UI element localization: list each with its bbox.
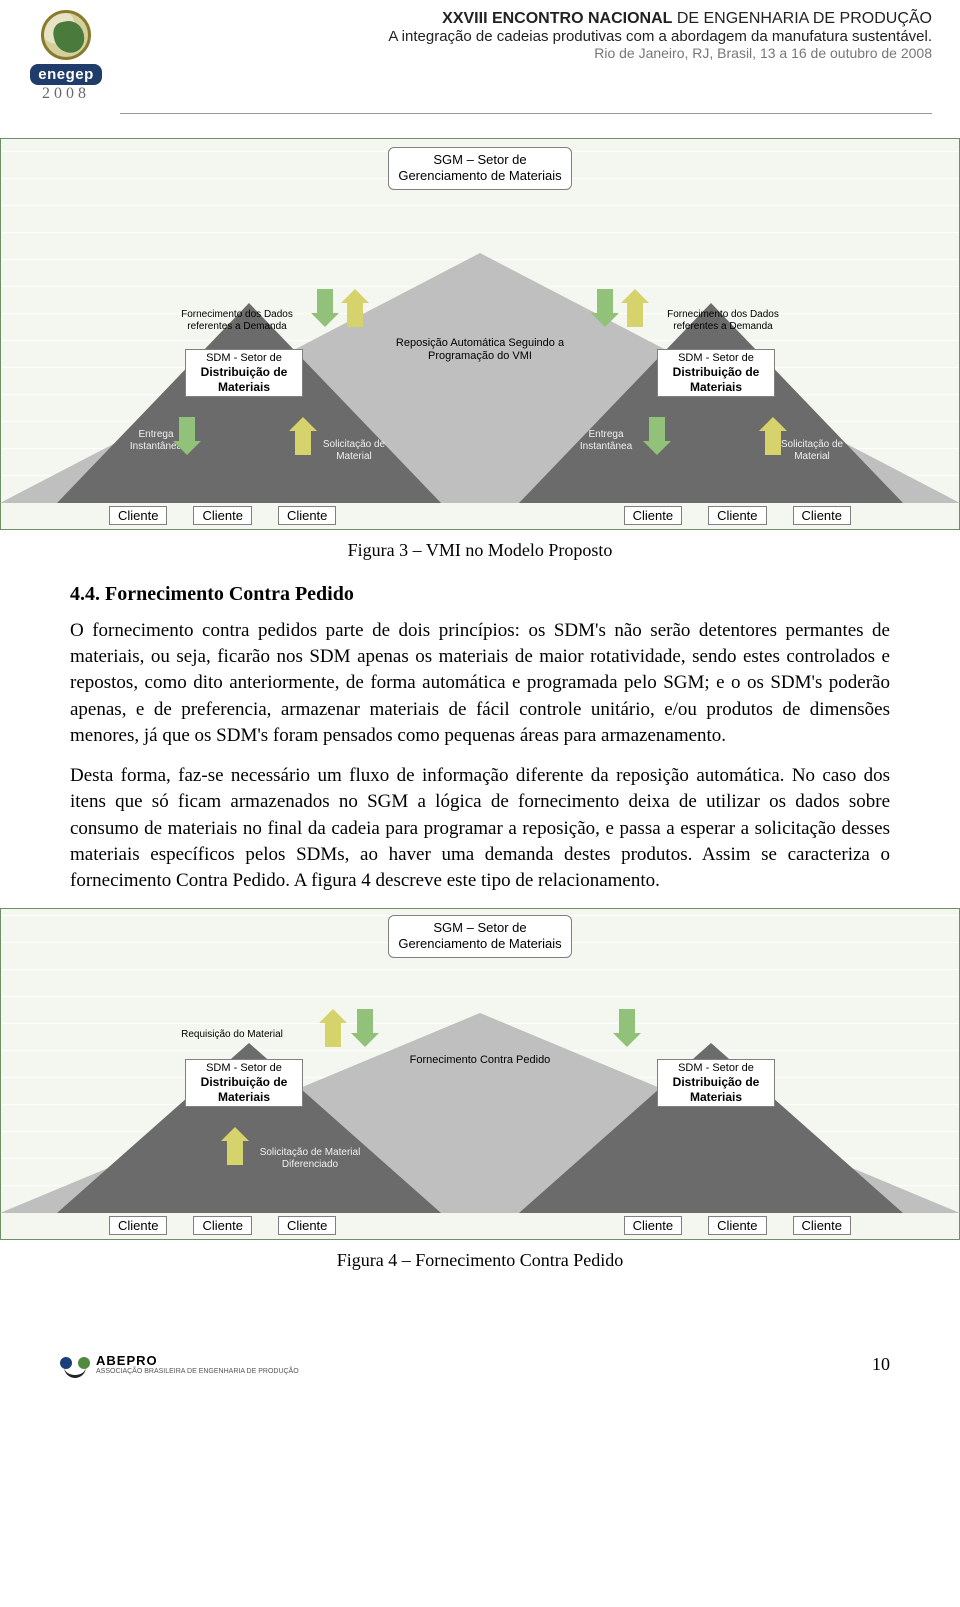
sdm-title-b-left: Distribuição de Materiais — [190, 1075, 298, 1104]
globe-icon — [41, 10, 91, 60]
client-box: Cliente — [708, 506, 766, 525]
header-line2: A integração de cadeias produtivas com a… — [124, 28, 932, 45]
sdm-title-a-right: SDM - Setor de — [662, 352, 770, 365]
paragraph-1: O fornecimento contra pedidos parte de d… — [70, 618, 890, 749]
page-footer: ABEPRO ASSOCIAÇÃO BRASILEIRA DE ENGENHAR… — [0, 1293, 960, 1393]
clients-right: Cliente Cliente Cliente — [624, 506, 851, 525]
enegep-logo: enegep 2008 — [18, 10, 114, 103]
page-header: enegep 2008 XXVIII ENCONTRO NACIONAL DE … — [0, 0, 960, 109]
client-box: Cliente — [193, 1216, 251, 1235]
header-rule — [120, 113, 932, 114]
sdm-caption-left: Fornecimento dos Dados referentes a Dema… — [177, 309, 297, 332]
clients-left: Cliente Cliente Cliente — [109, 506, 336, 525]
abepro-sub: ASSOCIAÇÃO BRASILEIRA DE ENGENHARIA DE P… — [96, 1368, 299, 1375]
sdm-box-left: SDM - Setor de Distribuição de Materiais — [185, 349, 303, 397]
client-box: Cliente — [793, 1216, 851, 1235]
arrow-entrega-left — [173, 417, 201, 455]
arrow-solicit-left — [289, 417, 317, 455]
sdm-box-left: SDM - Setor de Distribuição de Materiais — [185, 1059, 303, 1107]
client-box: Cliente — [109, 506, 167, 525]
enegep-wordmark: enegep — [30, 64, 102, 85]
entrega-right: Entrega Instantânea — [571, 429, 641, 452]
clients-right: Cliente Cliente Cliente — [624, 1216, 851, 1235]
sdm-caption-right: Fornecimento dos Dados referentes a Dema… — [663, 309, 783, 332]
header-text: XXVIII ENCONTRO NACIONAL DE ENGENHARIA D… — [124, 10, 932, 61]
clients-left: Cliente Cliente Cliente — [109, 1216, 336, 1235]
page-number: 10 — [872, 1354, 890, 1375]
sdm-title-b-right: Distribuição de Materiais — [662, 1075, 770, 1104]
header-line1-rest: DE ENGENHARIA DE PRODUÇÃO — [672, 10, 932, 27]
center-label: Fornecimento Contra Pedido — [380, 1054, 580, 1067]
client-box: Cliente — [278, 506, 336, 525]
client-box: Cliente — [708, 1216, 766, 1235]
solicit-right: Solicitação de Material — [777, 439, 847, 462]
left-inner-pyramid — [57, 303, 441, 503]
header-line1-bold: XXVIII ENCONTRO NACIONAL — [442, 10, 672, 27]
sgm-box: SGM – Setor de Gerenciamento de Materiai… — [388, 147, 572, 190]
client-box: Cliente — [109, 1216, 167, 1235]
figure-4-diagram: SGM – Setor de Gerenciamento de Materiai… — [0, 908, 960, 1240]
client-box: Cliente — [278, 1216, 336, 1235]
solicit-diff-left: Solicitação de Material Diferenciado — [255, 1147, 365, 1170]
figure-3-caption: Figura 3 – VMI no Modelo Proposto — [70, 540, 890, 561]
center-label: Reposição Automática Seguindo a Programa… — [380, 337, 580, 363]
paragraph-2: Desta forma, faz-se necessário um fluxo … — [70, 763, 890, 894]
abepro-name: ABEPRO — [96, 1353, 299, 1368]
right-inner-pyramid — [519, 303, 903, 503]
abepro-icon — [60, 1353, 90, 1375]
arrow-down-right — [591, 289, 619, 327]
header-line1: XXVIII ENCONTRO NACIONAL DE ENGENHARIA D… — [124, 10, 932, 28]
sdm-title-a-left: SDM - Setor de — [190, 1062, 298, 1075]
arrow-down-left — [311, 289, 339, 327]
header-line3: Rio de Janeiro, RJ, Brasil, 13 a 16 de o… — [124, 45, 932, 61]
arrow-up-right — [621, 289, 649, 327]
abepro-logo: ABEPRO ASSOCIAÇÃO BRASILEIRA DE ENGENHAR… — [60, 1353, 299, 1375]
logo-year: 2008 — [18, 85, 114, 103]
sgm-box: SGM – Setor de Gerenciamento de Materiai… — [388, 915, 572, 958]
section-heading: 4.4. Fornecimento Contra Pedido — [70, 583, 890, 606]
client-box: Cliente — [793, 506, 851, 525]
requisicao-left: Requisição do Material — [177, 1029, 287, 1041]
sdm-title-b-right: Distribuição de Materiais — [662, 365, 770, 394]
sdm-title-a-left: SDM - Setor de — [190, 352, 298, 365]
arrow-up-left — [341, 289, 369, 327]
arrow-entrega-right — [643, 417, 671, 455]
client-box: Cliente — [193, 506, 251, 525]
figure-3-diagram: SGM – Setor de Gerenciamento de Materiai… — [0, 138, 960, 530]
arrow-solicit-diff-left — [221, 1127, 249, 1165]
sdm-box-right: SDM - Setor de Distribuição de Materiais — [657, 349, 775, 397]
figure-4-caption: Figura 4 – Fornecimento Contra Pedido — [70, 1250, 890, 1271]
arrow-req-up-left — [319, 1009, 347, 1047]
sdm-box-right: SDM - Setor de Distribuição de Materiais — [657, 1059, 775, 1107]
arrow-forn-down-left — [351, 1009, 379, 1047]
sdm-title-b-left: Distribuição de Materiais — [190, 365, 298, 394]
solicit-left: Solicitação de Material — [319, 439, 389, 462]
client-box: Cliente — [624, 506, 682, 525]
arrow-forn-down-right — [613, 1009, 641, 1047]
client-box: Cliente — [624, 1216, 682, 1235]
sdm-title-a-right: SDM - Setor de — [662, 1062, 770, 1075]
